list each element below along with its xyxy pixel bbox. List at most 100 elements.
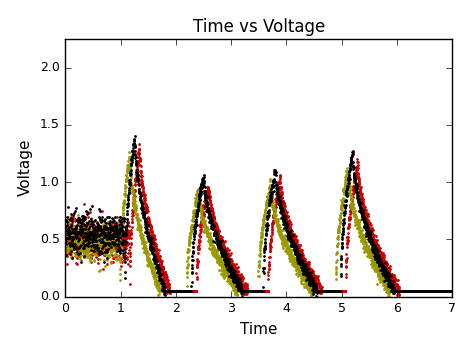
Point bbox=[379, 278, 386, 283]
Point bbox=[220, 251, 228, 257]
Point bbox=[244, 288, 251, 294]
Point bbox=[299, 275, 307, 281]
Point bbox=[266, 183, 274, 189]
Point bbox=[407, 288, 415, 294]
Point bbox=[208, 250, 216, 256]
Point bbox=[169, 288, 177, 294]
Point bbox=[268, 223, 275, 228]
Point bbox=[432, 288, 440, 294]
Point bbox=[283, 223, 291, 229]
Point bbox=[64, 246, 71, 251]
Point bbox=[427, 288, 434, 294]
Point bbox=[228, 279, 236, 285]
Point bbox=[390, 277, 397, 283]
Point bbox=[172, 288, 179, 294]
Point bbox=[439, 288, 447, 294]
Point bbox=[180, 288, 188, 294]
Point bbox=[108, 234, 116, 239]
Point bbox=[332, 288, 340, 294]
Point bbox=[161, 288, 169, 294]
Point bbox=[407, 288, 415, 294]
Point bbox=[428, 288, 435, 294]
Point bbox=[71, 237, 79, 242]
Point bbox=[325, 288, 332, 294]
Point bbox=[328, 288, 336, 294]
Point bbox=[383, 277, 391, 283]
Point bbox=[431, 288, 439, 294]
Point bbox=[137, 233, 145, 239]
Point bbox=[385, 288, 393, 294]
Point bbox=[209, 212, 216, 217]
Point bbox=[151, 258, 158, 264]
Point bbox=[299, 266, 307, 271]
Point bbox=[425, 288, 432, 294]
Point bbox=[188, 266, 196, 271]
Point bbox=[272, 199, 280, 204]
Point bbox=[75, 239, 83, 245]
Point bbox=[214, 246, 221, 251]
Point bbox=[254, 288, 262, 294]
Point bbox=[277, 184, 284, 190]
Point bbox=[395, 291, 402, 297]
Point bbox=[216, 233, 224, 239]
Point bbox=[158, 283, 166, 288]
Point bbox=[437, 288, 445, 294]
Point bbox=[355, 222, 363, 227]
Point bbox=[354, 193, 362, 199]
Point bbox=[119, 237, 127, 243]
Point bbox=[335, 288, 343, 294]
Point bbox=[145, 256, 153, 262]
Point bbox=[390, 286, 397, 291]
Point bbox=[264, 288, 272, 294]
Point bbox=[222, 251, 229, 257]
Point bbox=[429, 288, 437, 294]
Point bbox=[445, 288, 452, 294]
Point bbox=[182, 288, 190, 294]
Point bbox=[230, 262, 237, 267]
Point bbox=[63, 251, 70, 257]
Point bbox=[150, 267, 158, 273]
Point bbox=[126, 190, 133, 195]
Point bbox=[281, 204, 289, 209]
Point bbox=[285, 222, 292, 228]
Point bbox=[108, 226, 116, 232]
Point bbox=[191, 288, 198, 294]
Point bbox=[392, 288, 400, 294]
Point bbox=[391, 278, 399, 284]
Point bbox=[242, 288, 250, 294]
Point bbox=[434, 288, 441, 294]
Point bbox=[268, 184, 276, 190]
Point bbox=[140, 250, 148, 255]
Point bbox=[198, 220, 206, 226]
Point bbox=[220, 275, 228, 281]
Point bbox=[266, 176, 274, 181]
Point bbox=[99, 237, 107, 243]
Point bbox=[171, 288, 179, 294]
Point bbox=[321, 288, 329, 294]
Point bbox=[72, 232, 80, 237]
Point bbox=[88, 238, 95, 244]
Point bbox=[193, 208, 201, 214]
Point bbox=[154, 287, 162, 293]
Point bbox=[160, 269, 167, 275]
Point bbox=[189, 250, 196, 255]
Point bbox=[286, 252, 293, 257]
Point bbox=[144, 256, 152, 261]
Point bbox=[301, 268, 309, 274]
Point bbox=[442, 288, 449, 294]
Point bbox=[415, 288, 422, 294]
Point bbox=[423, 288, 430, 294]
Point bbox=[250, 288, 257, 294]
Point bbox=[307, 266, 314, 272]
Point bbox=[73, 230, 81, 235]
Point bbox=[140, 215, 148, 220]
Point bbox=[153, 246, 161, 252]
Point bbox=[241, 288, 248, 294]
Point bbox=[241, 288, 249, 294]
Point bbox=[360, 206, 368, 212]
Point bbox=[362, 220, 369, 225]
Point bbox=[361, 234, 368, 239]
Point bbox=[196, 205, 204, 211]
Point bbox=[320, 288, 328, 294]
Point bbox=[231, 277, 238, 283]
